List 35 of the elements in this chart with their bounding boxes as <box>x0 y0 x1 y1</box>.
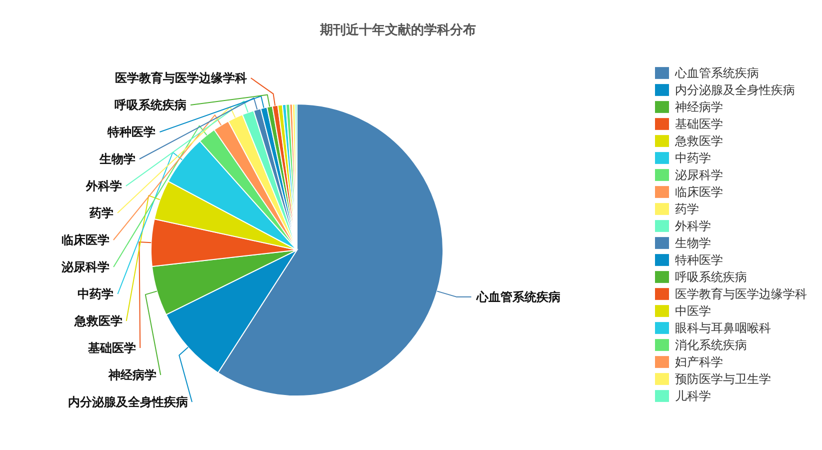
legend-label: 外科学 <box>675 219 711 233</box>
slice-label: 心血管系统疾病 <box>475 290 560 304</box>
chart-title: 期刊近十年文献的学科分布 <box>319 22 476 38</box>
legend-label: 心血管系统疾病 <box>674 66 759 80</box>
slice-label: 呼吸系统疾病 <box>114 98 187 112</box>
slice-label: 神经病学 <box>108 368 157 382</box>
slice-label: 基础医学 <box>87 341 136 355</box>
legend-label: 医学教育与医学边缘学科 <box>675 287 807 301</box>
legend-label: 泌尿科学 <box>675 168 723 182</box>
slice-label: 临床医学 <box>61 233 110 247</box>
slice-label: 中药学 <box>78 287 114 301</box>
slice-label: 生物学 <box>98 152 136 166</box>
slice-label: 医学教育与医学边缘学科 <box>114 71 247 85</box>
slice-label: 急救医学 <box>73 314 122 328</box>
slice-label: 药学 <box>88 206 114 220</box>
legend-label: 急救医学 <box>674 134 723 148</box>
slice-label: 内分泌腺及全身性疾病 <box>68 395 188 409</box>
legend-label: 预防医学与卫生学 <box>675 372 771 386</box>
legend-label: 妇产科学 <box>675 355 723 369</box>
legend-label: 临床医学 <box>675 185 723 199</box>
legend-label: 生物学 <box>675 236 711 250</box>
legend-label: 神经病学 <box>675 100 723 114</box>
legend-label: 特种医学 <box>675 253 723 267</box>
legend-label: 中医学 <box>675 304 711 318</box>
legend-label: 消化系统疾病 <box>675 338 747 352</box>
legend-label: 呼吸系统疾病 <box>675 270 747 284</box>
legend-label: 内分泌腺及全身性疾病 <box>675 83 795 97</box>
legend-label: 基础医学 <box>675 117 723 131</box>
legend-label: 眼科与耳鼻咽喉科 <box>675 321 771 335</box>
slice-label: 外科学 <box>84 179 122 193</box>
legend-label: 中药学 <box>675 151 711 165</box>
legend-label: 药学 <box>675 202 699 216</box>
legend-label: 儿科学 <box>675 389 711 403</box>
slice-label: 特种医学 <box>106 125 156 139</box>
slice-label: 泌尿科学 <box>60 260 110 274</box>
